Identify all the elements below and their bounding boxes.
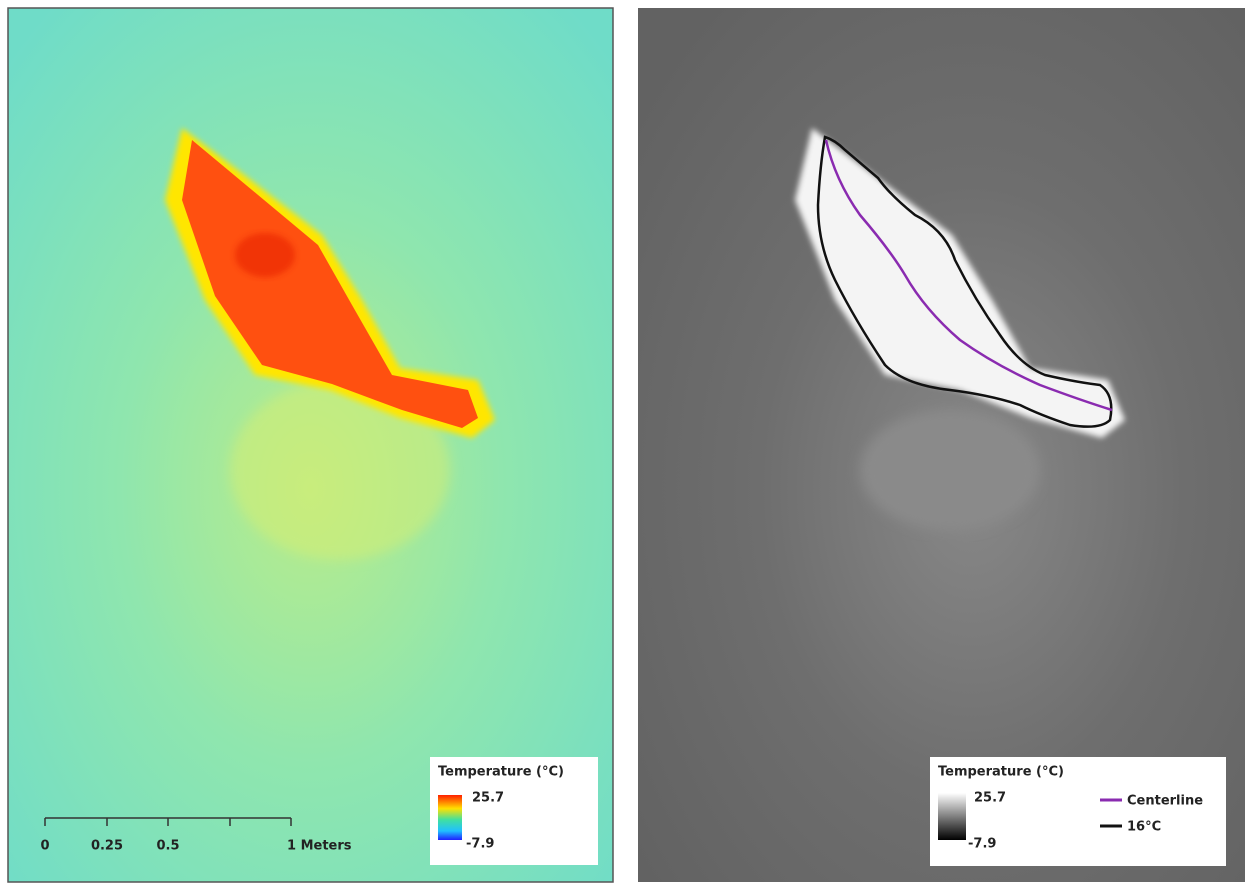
- color-ramp: [438, 795, 462, 840]
- left-panel: 0 0.25 0.5 1 Meters Temperature (°C) 25.…: [8, 8, 613, 882]
- legend-title: Temperature (°C): [938, 765, 1064, 780]
- figure: 0 0.25 0.5 1 Meters Temperature (°C) 25.…: [0, 0, 1247, 885]
- warm-zone: [860, 410, 1040, 530]
- legend-min: -7.9: [968, 837, 996, 852]
- legend-title: Temperature (°C): [438, 765, 564, 780]
- scale-label: 0.5: [156, 839, 179, 854]
- legend-min: -7.9: [466, 837, 494, 852]
- legend-item: 16°C: [1127, 820, 1161, 835]
- gray-ramp: [938, 793, 966, 840]
- scale-label: 0: [40, 839, 49, 854]
- legend-max: 25.7: [472, 791, 504, 806]
- right-panel: Temperature (°C) 25.7 -7.9 Centerline 16…: [638, 8, 1245, 882]
- legend-item: Centerline: [1127, 794, 1203, 809]
- legend-max: 25.7: [974, 791, 1006, 806]
- hot-spot-core: [235, 233, 295, 277]
- scale-label: 0.25: [91, 839, 123, 854]
- scale-label: 1 Meters: [287, 839, 352, 854]
- page: {"left_panel": {"legend": {"title": "Tem…: [0, 0, 1247, 885]
